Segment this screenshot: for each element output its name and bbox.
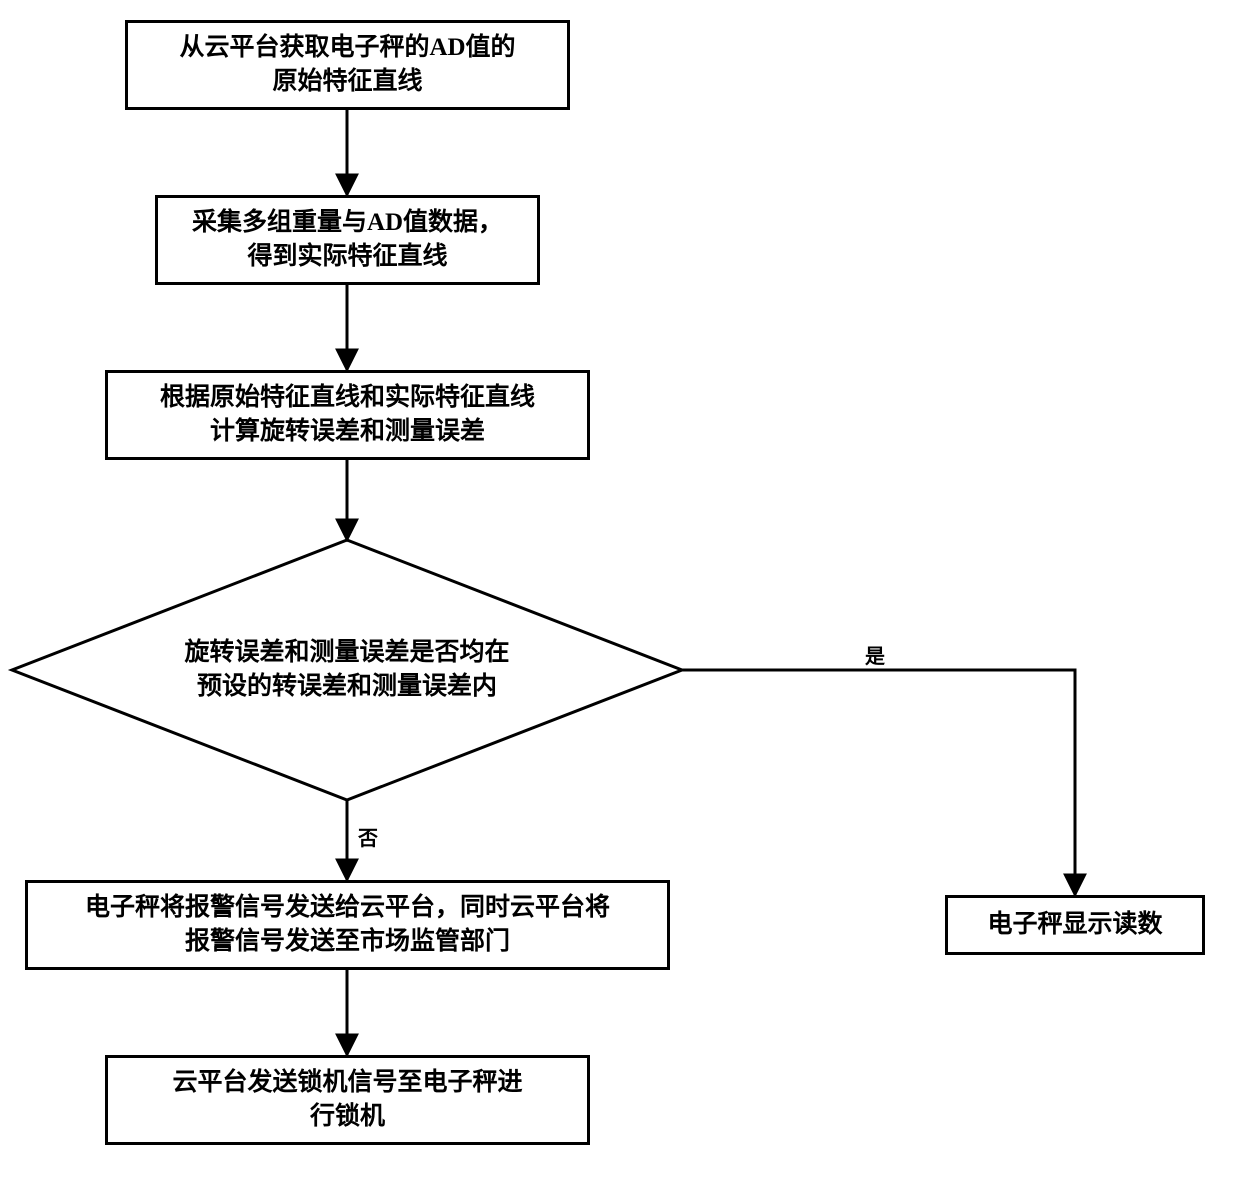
decision-diamond <box>12 540 682 800</box>
process-node-calc-error: 根据原始特征直线和实际特征直线计算旋转误差和测量误差 <box>105 370 590 460</box>
node-text: 根据原始特征直线和实际特征直线计算旋转误差和测量误差 <box>160 381 535 449</box>
node-text: 电子秤将报警信号发送给云平台，同时云平台将报警信号发送至市场监管部门 <box>85 891 610 959</box>
edge-n4-n7 <box>682 670 1075 895</box>
node-text: 从云平台获取电子秤的AD值的原始特征直线 <box>179 31 515 99</box>
process-node-collect-data: 采集多组重量与AD值数据，得到实际特征直线 <box>155 195 540 285</box>
process-node-fetch-original: 从云平台获取电子秤的AD值的原始特征直线 <box>125 20 570 110</box>
process-node-lock-scale: 云平台发送锁机信号至电子秤进行锁机 <box>105 1055 590 1145</box>
connectors-svg <box>0 0 1240 1187</box>
node-text: 电子秤显示读数 <box>987 908 1162 942</box>
process-node-display-reading: 电子秤显示读数 <box>945 895 1205 955</box>
process-node-send-alarm: 电子秤将报警信号发送给云平台，同时云平台将报警信号发送至市场监管部门 <box>25 880 670 970</box>
decision-node-within-threshold: 旋转误差和测量误差是否均在预设的转误差和测量误差内 <box>12 540 682 800</box>
edge-label-no: 否 <box>358 822 378 851</box>
decision-shape-svg <box>0 0 1240 1187</box>
node-text: 采集多组重量与AD值数据，得到实际特征直线 <box>192 206 503 274</box>
edge-label-yes: 是 <box>865 640 885 669</box>
node-text: 云平台发送锁机信号至电子秤进行锁机 <box>172 1066 522 1134</box>
node-text: 旋转误差和测量误差是否均在预设的转误差和测量误差内 <box>184 636 509 704</box>
